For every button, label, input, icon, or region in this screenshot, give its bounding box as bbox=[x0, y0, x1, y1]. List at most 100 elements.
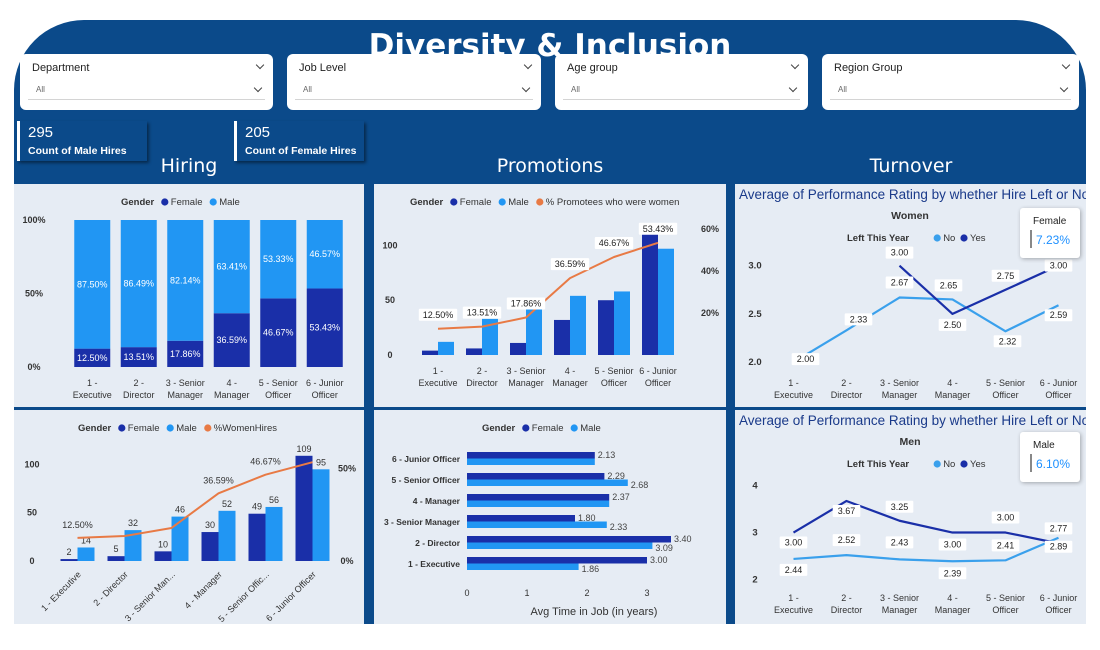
y-tick-label: 3.0 bbox=[748, 261, 761, 272]
male-bar bbox=[570, 295, 586, 355]
male-bar bbox=[614, 291, 630, 355]
chevron-down-icon[interactable] bbox=[1059, 83, 1069, 93]
legend-marker bbox=[960, 234, 968, 242]
female-bar bbox=[120, 347, 157, 367]
legend-marker bbox=[166, 424, 174, 432]
x-tick-label: 3 - Senior bbox=[880, 593, 919, 603]
x-tick-label: Manager bbox=[214, 390, 250, 400]
y-tick-label: 0% bbox=[27, 362, 40, 372]
job-level-slicer[interactable]: Job Level All bbox=[287, 54, 541, 110]
yes-data-label: 2.77 bbox=[1050, 523, 1068, 533]
male-bar bbox=[171, 516, 189, 561]
yes-data-label: 3.25 bbox=[891, 502, 909, 512]
age-group-value: All bbox=[571, 85, 580, 94]
chevron-down-icon[interactable] bbox=[788, 83, 798, 93]
chevron-down-icon[interactable] bbox=[523, 60, 533, 70]
female-data-label: 12.50% bbox=[77, 353, 108, 363]
data-label-bg bbox=[1044, 540, 1073, 553]
line-data-label: 36.59% bbox=[555, 259, 586, 269]
legend-marker bbox=[498, 198, 506, 206]
legend-marker bbox=[209, 198, 217, 206]
data-label-bg bbox=[791, 353, 820, 366]
female-bar bbox=[467, 494, 610, 501]
perf-women-panel: Average of Performance Rating by whether… bbox=[735, 184, 1093, 407]
male-bar bbox=[438, 341, 454, 355]
x-tick-label: Officer bbox=[312, 390, 338, 400]
y-tick-label: 100 bbox=[382, 240, 397, 250]
female-bar bbox=[554, 319, 570, 355]
chevron-down-icon[interactable] bbox=[255, 60, 265, 70]
x-tick-label: 5 - Senior bbox=[986, 378, 1025, 388]
x-tick-label: Director bbox=[831, 390, 863, 400]
x-tick-label: 5 - Senior bbox=[986, 593, 1025, 603]
hiring-combo-panel: Gender Female Male %WomenHires 0 50 100 0% 50% 2 1… bbox=[14, 410, 364, 624]
x-tick-label: Manager bbox=[882, 390, 918, 400]
legend-label: %WomenHires bbox=[214, 423, 277, 434]
x-tick-label: 1 - bbox=[788, 378, 799, 388]
x-tick-label: 6 - Junior bbox=[639, 366, 677, 376]
y-tick-label: 6 - Junior Officer bbox=[392, 454, 461, 464]
legend-marker bbox=[570, 424, 578, 432]
female-data-label: 46.67% bbox=[263, 328, 294, 338]
line-data-label: 13.51% bbox=[467, 308, 498, 318]
department-slicer[interactable]: Department All bbox=[20, 54, 273, 110]
yes-data-label: 3.00 bbox=[944, 540, 962, 550]
chevron-down-icon[interactable] bbox=[1061, 60, 1071, 70]
legend-label: No bbox=[943, 233, 955, 244]
yes-data-label: 3.00 bbox=[997, 513, 1015, 523]
chevron-down-icon[interactable] bbox=[521, 83, 531, 93]
x-tick-label: 5 - Senior Offic... bbox=[216, 569, 271, 624]
female-bar bbox=[467, 557, 647, 564]
region-group-slicer[interactable]: Region Group All bbox=[822, 54, 1079, 110]
region-group-select[interactable]: All bbox=[830, 82, 1071, 100]
legend-marker bbox=[204, 424, 212, 432]
x-tick-label: Officer bbox=[645, 378, 671, 388]
perf-men-chart: Average of Performance Rating by whether… bbox=[739, 413, 1093, 615]
x-tick-label: Manager bbox=[935, 390, 971, 400]
male-bar bbox=[260, 220, 297, 299]
x-tick-label: Manager bbox=[552, 378, 588, 388]
yes-data-label: 3.67 bbox=[838, 506, 856, 516]
male-data-label: 46 bbox=[175, 505, 185, 515]
y-tick-label: 2.0 bbox=[748, 357, 761, 368]
male-bar bbox=[467, 500, 610, 507]
male-data-label: 86.49% bbox=[123, 279, 154, 289]
male-bar bbox=[265, 506, 283, 561]
y-tick-label: 0 bbox=[29, 556, 34, 566]
line-data-label: 12.50% bbox=[62, 520, 93, 530]
female-card-label: Female bbox=[1033, 216, 1067, 227]
x-tick-label: 2 bbox=[584, 588, 589, 598]
x-tick-label: 4 - bbox=[947, 593, 958, 603]
female-data-label: 10 bbox=[158, 539, 168, 549]
female-bar bbox=[167, 340, 204, 367]
hiring-stacked-panel: Gender Female Male 0% 50% 100% 12.50% 87.50% 1 -… bbox=[14, 184, 364, 407]
y-tick-label: 3 bbox=[752, 528, 757, 539]
female-bar bbox=[466, 348, 482, 355]
male-bar bbox=[213, 220, 250, 314]
y2-tick-label: 0% bbox=[340, 556, 353, 566]
department-select[interactable]: All bbox=[28, 82, 265, 100]
male-bar bbox=[218, 510, 236, 561]
female-bar bbox=[60, 559, 78, 561]
line-data-label: 36.59% bbox=[203, 475, 234, 485]
male-data-label: 63.41% bbox=[216, 262, 247, 272]
x-tick-label: Manager bbox=[508, 378, 544, 388]
x-tick-label: Officer bbox=[601, 378, 627, 388]
x-tick-label: 4 - bbox=[226, 378, 237, 388]
male-data-label: 53.33% bbox=[263, 254, 294, 264]
job-level-select[interactable]: All bbox=[295, 82, 533, 100]
y-tick-label: 1 - Executive bbox=[408, 559, 460, 569]
y-tick-label: 50 bbox=[385, 295, 395, 305]
no-data-label: 2.67 bbox=[891, 278, 909, 288]
age-group-select[interactable]: All bbox=[563, 82, 800, 100]
age-group-slicer[interactable]: Age group All bbox=[555, 54, 808, 110]
female-data-label: 2.13 bbox=[598, 450, 616, 460]
female-data-label: 49 bbox=[252, 502, 262, 512]
chevron-down-icon[interactable] bbox=[790, 60, 800, 70]
male-bar bbox=[306, 220, 343, 289]
data-label-bg bbox=[991, 539, 1020, 552]
male-data-label: 82.14% bbox=[170, 275, 201, 285]
x-tick-label: 4 - Manager bbox=[183, 569, 224, 610]
chevron-down-icon[interactable] bbox=[253, 83, 263, 93]
no-data-label: 2.65 bbox=[940, 280, 958, 290]
